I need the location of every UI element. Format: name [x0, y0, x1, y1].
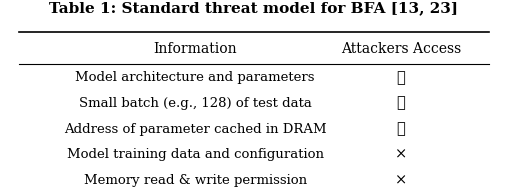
Text: Memory read & write permission: Memory read & write permission: [84, 174, 307, 187]
Text: Address of parameter cached in DRAM: Address of parameter cached in DRAM: [64, 123, 327, 135]
Text: ×: ×: [395, 173, 407, 187]
Text: Model training data and configuration: Model training data and configuration: [67, 148, 324, 161]
Text: Small batch (e.g., 128) of test data: Small batch (e.g., 128) of test data: [79, 97, 311, 110]
Text: Table 1: Standard threat model for BFA [13, 23]: Table 1: Standard threat model for BFA […: [49, 1, 459, 15]
Text: Model architecture and parameters: Model architecture and parameters: [76, 71, 315, 84]
Text: Information: Information: [153, 42, 237, 56]
Text: Attackers Access: Attackers Access: [341, 42, 461, 56]
Text: ×: ×: [395, 148, 407, 162]
Text: ✓: ✓: [397, 71, 405, 85]
Text: ✓: ✓: [397, 122, 405, 136]
Text: ✓: ✓: [397, 97, 405, 110]
